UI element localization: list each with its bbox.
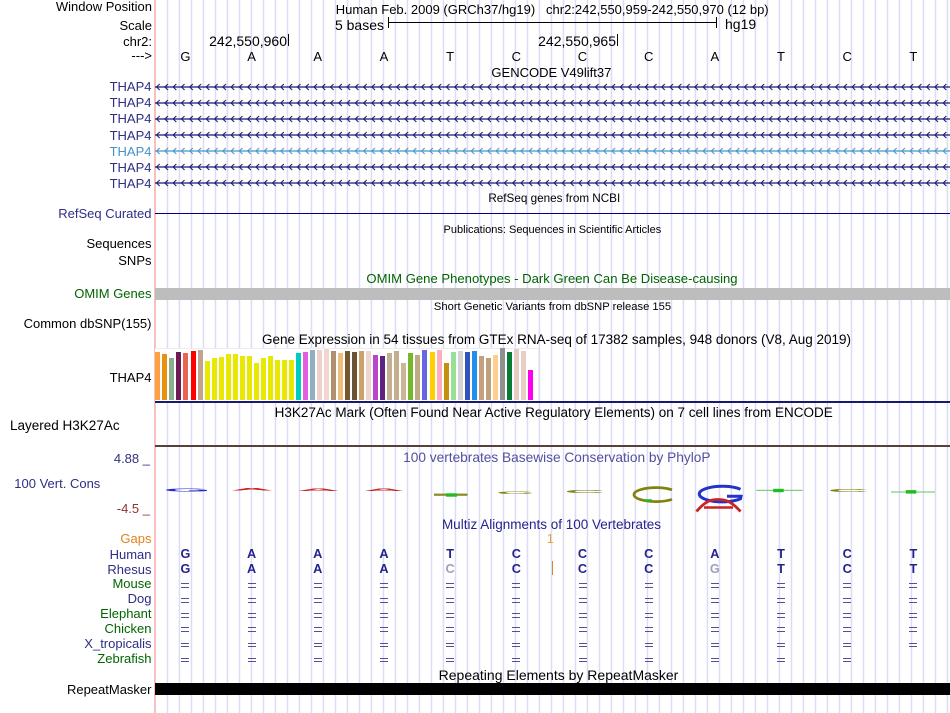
svg-text:C: C — [828, 488, 868, 493]
svg-text:A: A — [230, 487, 273, 491]
svg-text:A: A — [297, 488, 340, 492]
svg-text:G: G — [164, 488, 211, 493]
svg-text:C: C — [496, 491, 534, 495]
svg-text:A: A — [363, 488, 404, 492]
svg-text:C: C — [565, 489, 605, 494]
